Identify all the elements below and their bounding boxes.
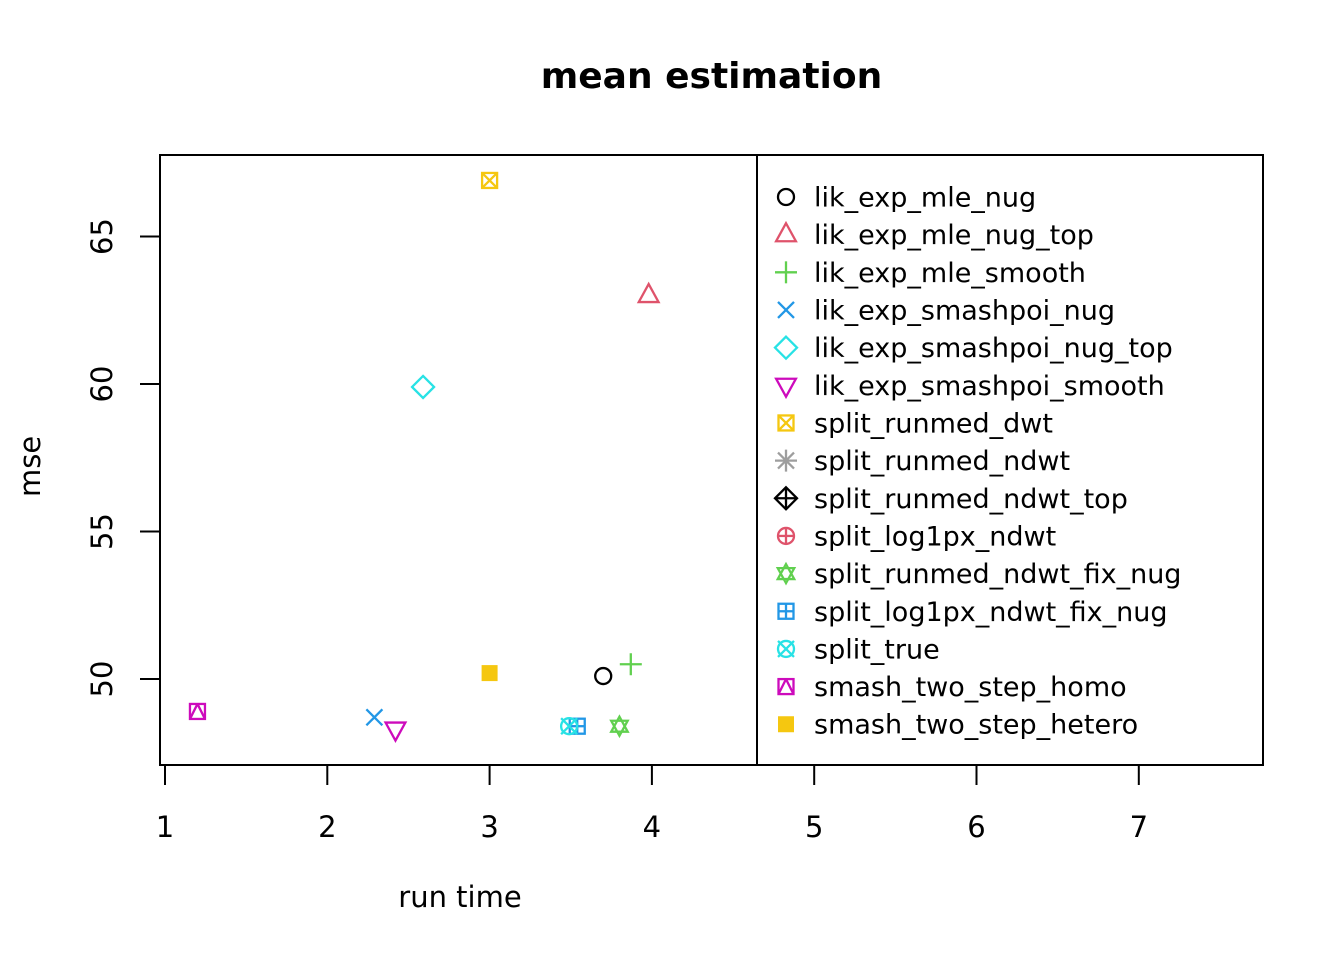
legend-label-lik_exp_smashpoi_nug_top: lik_exp_smashpoi_nug_top [814, 333, 1173, 364]
legend-glyph-split_runmed_ndwt_fix_nug [775, 566, 797, 586]
x-tick-label-5: 5 [805, 810, 823, 844]
y-tick-label-55: 55 [85, 513, 119, 550]
legend-label-smash_two_step_hetero: smash_two_step_hetero [814, 710, 1138, 741]
data-point-split_true [560, 717, 578, 736]
x-tick-label-2: 2 [318, 810, 336, 844]
legend-label-lik_exp_smashpoi_smooth: lik_exp_smashpoi_smooth [814, 371, 1165, 402]
legend-label-lik_exp_mle_nug: lik_exp_mle_nug [814, 183, 1036, 214]
x-tick-label-3: 3 [480, 810, 498, 844]
data-point-lik_exp_smashpoi_smooth [383, 721, 408, 743]
legend-glyph-lik_exp_smashpoi_nug [777, 301, 795, 319]
legend-label-split_true: split_true [814, 634, 940, 665]
legend-label-split_runmed_ndwt_fix_nug: split_runmed_ndwt_fix_nug [814, 559, 1181, 590]
legend-label-smash_two_step_homo: smash_two_step_homo [814, 672, 1127, 703]
legend-glyph-lik_exp_smashpoi_smooth [774, 377, 798, 400]
legend-label-split_runmed_ndwt_top: split_runmed_ndwt_top [814, 484, 1128, 515]
data-point-lik_exp_smashpoi_nug [365, 708, 384, 727]
y-tick-label-60: 60 [85, 366, 119, 403]
x-tick-label-6: 6 [967, 810, 985, 844]
data-point-lik_exp_smashpoi_nug_top [410, 374, 436, 400]
legend-glyph-split_runmed_dwt [777, 414, 795, 432]
legend-label-split_runmed_dwt: split_runmed_dwt [814, 408, 1053, 439]
y-tick-label-65: 65 [85, 218, 119, 255]
x-tick-label-1: 1 [156, 810, 174, 844]
data-point-smash_two_step_hetero [481, 665, 498, 682]
x-axis-label: run time [398, 880, 522, 914]
legend-label-split_log1px_ndwt: split_log1px_ndwt [814, 521, 1056, 552]
data-point-smash_two_step_homo [196, 703, 206, 720]
legend-glyph-smash_two_step_homo [784, 678, 795, 695]
plot-title: mean estimation [540, 56, 883, 97]
legend-glyph-split_true [776, 639, 796, 659]
legend-glyph-lik_exp_mle_nug_top [774, 220, 798, 243]
x-tick-label-4: 4 [643, 810, 661, 844]
legend-glyph-smash_two_step_homo [777, 678, 788, 695]
data-point-split_true [559, 717, 579, 736]
legend-glyph-split_runmed_dwt [777, 414, 795, 432]
legend-label-split_runmed_ndwt: split_runmed_ndwt [814, 446, 1070, 477]
legend-glyph-smash_two_step_hetero [778, 716, 794, 733]
legend-label-lik_exp_mle_smooth: lik_exp_mle_smooth [814, 258, 1086, 289]
legend-label-split_log1px_ndwt_fix_nug: split_log1px_ndwt_fix_nug [814, 597, 1168, 628]
legend-glyph-split_runmed_ndwt_fix_nug [775, 561, 797, 581]
data-point-split_runmed_dwt [481, 172, 498, 189]
plot-box [159, 154, 1264, 766]
data-point-smash_two_step_homo [188, 703, 199, 720]
legend-glyph-lik_exp_mle_nug [776, 187, 796, 207]
data-point-split_runmed_ndwt_fix_nug [609, 719, 630, 739]
legend-glyph-lik_exp_smashpoi_nug_top [773, 335, 799, 361]
y-axis-label: mse [13, 435, 47, 497]
legend-label-lik_exp_mle_nug_top: lik_exp_mle_nug_top [814, 220, 1094, 251]
y-tick-label-50: 50 [85, 661, 119, 698]
data-point-lik_exp_mle_nug [594, 666, 613, 686]
data-point-split_runmed_dwt [480, 171, 499, 190]
x-tick-label-7: 7 [1130, 810, 1148, 844]
data-point-split_runmed_ndwt_fix_nug [609, 714, 630, 733]
data-point-lik_exp_mle_nug_top [636, 281, 661, 304]
legend-glyph-split_true [777, 640, 795, 658]
legend-label-lik_exp_smashpoi_nug: lik_exp_smashpoi_nug [814, 295, 1115, 326]
legend-glyph-split_runmed_ndwt [777, 451, 795, 470]
